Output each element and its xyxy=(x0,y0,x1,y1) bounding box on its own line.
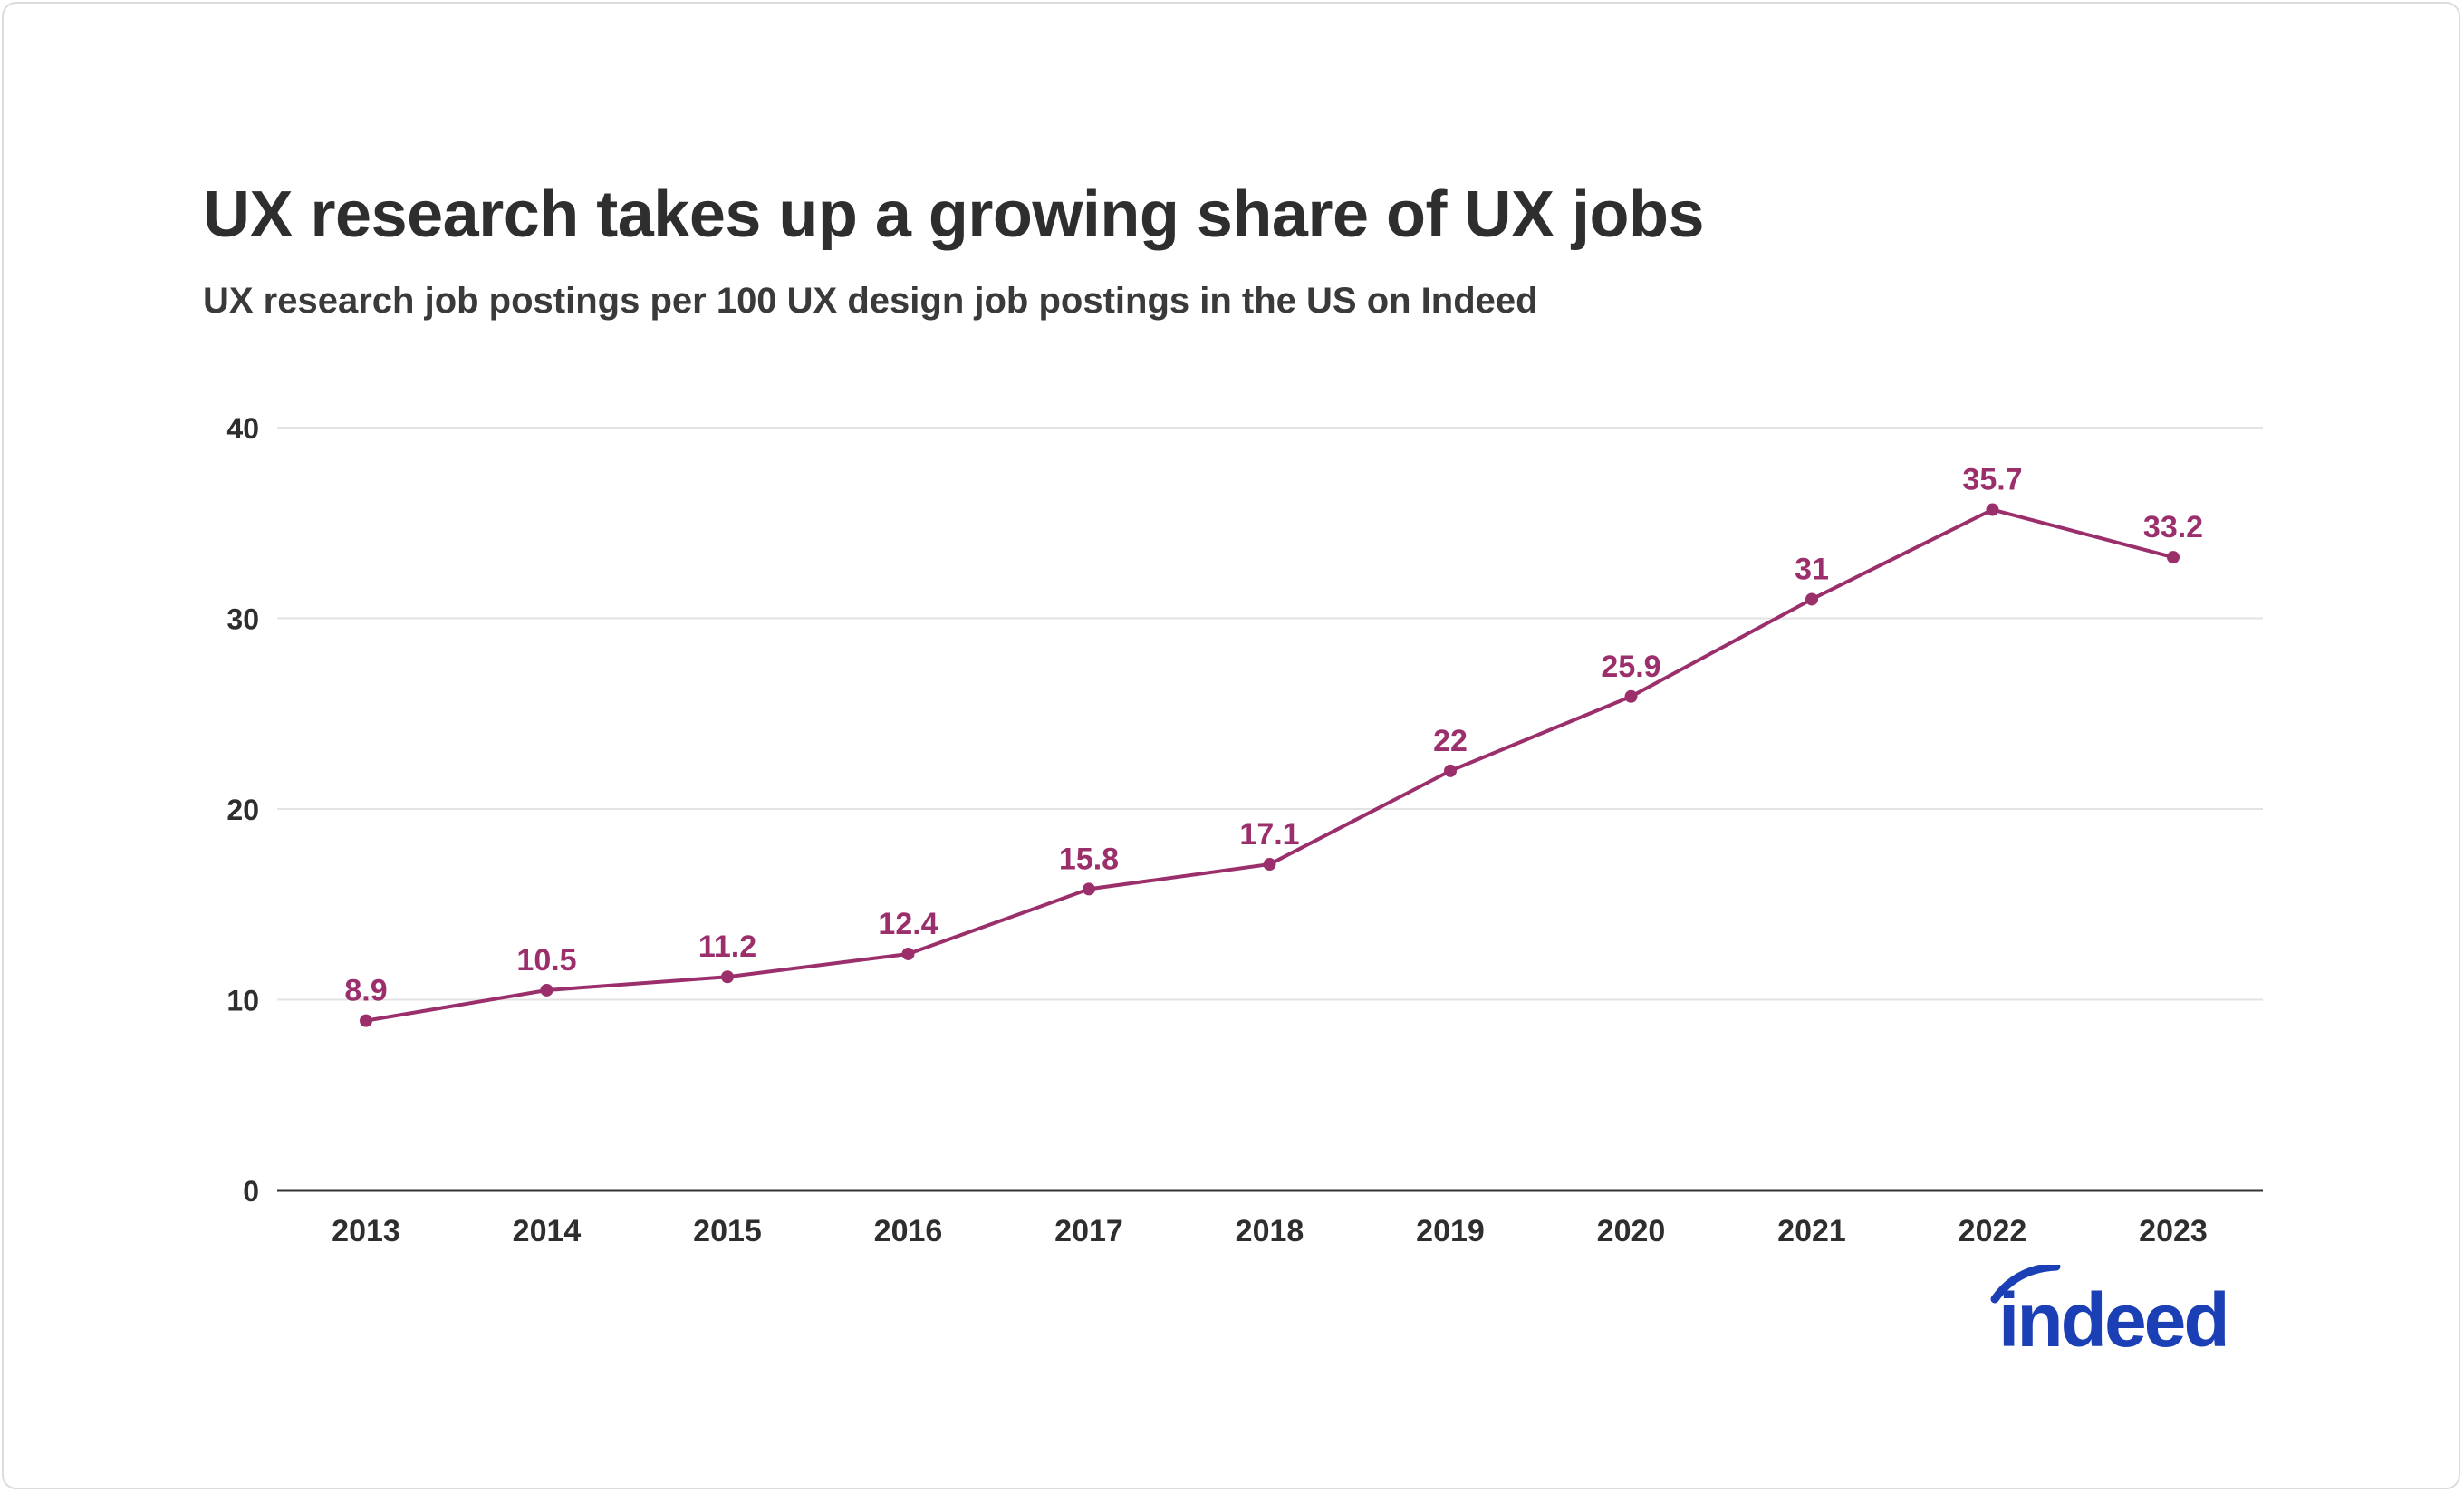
data-label: 35.7 xyxy=(1962,463,2022,497)
data-labels: 8.9 10.5 11.2 12.4 15.8 17.1 22 25.9 31 35.7 33.2 xyxy=(344,463,2203,1008)
data-label: 15.8 xyxy=(1059,842,1119,876)
x-axis-ticks: 2013 2014 2015 2016 2017 2018 2019 2020 2021 2022… xyxy=(332,1214,2208,1248)
data-label: 31 xyxy=(1795,552,1829,586)
data-label: 25.9 xyxy=(1601,650,1660,684)
data-label: 33.2 xyxy=(2143,510,2203,544)
y-tick-label: 20 xyxy=(226,794,259,826)
x-tick-label: 2020 xyxy=(1597,1214,1666,1248)
chart-subtitle: UX research job postings per 100 UX desi… xyxy=(203,281,1538,321)
data-point xyxy=(540,983,553,997)
data-point xyxy=(901,947,915,960)
y-tick-label: 10 xyxy=(226,985,259,1017)
data-label: 17.1 xyxy=(1239,817,1299,852)
data-label: 12.4 xyxy=(878,907,938,941)
x-tick-label: 2014 xyxy=(513,1214,582,1248)
data-point xyxy=(1444,764,1457,777)
y-axis-ticks: 0 10 20 30 40 xyxy=(226,412,259,1208)
x-tick-label: 2022 xyxy=(1959,1214,2027,1248)
x-tick-label: 2017 xyxy=(1054,1214,1123,1248)
data-label: 8.9 xyxy=(344,974,387,1008)
data-label: 22 xyxy=(1433,724,1468,758)
x-tick-label: 2018 xyxy=(1236,1214,1304,1248)
series-line-group xyxy=(360,503,2180,1027)
logo-arc-icon xyxy=(1990,1265,2061,1304)
data-point xyxy=(1805,592,1818,606)
indeed-logo: indeed xyxy=(1990,1265,2230,1359)
data-point xyxy=(1083,882,1095,896)
series-line xyxy=(365,507,2174,1023)
data-label: 10.5 xyxy=(516,943,576,978)
y-tick-label: 40 xyxy=(226,412,259,445)
y-tick-label: 30 xyxy=(226,603,259,636)
y-tick-label: 0 xyxy=(243,1175,259,1208)
x-tick-label: 2016 xyxy=(874,1214,943,1248)
x-tick-label: 2021 xyxy=(1777,1214,1846,1248)
x-tick-label: 2013 xyxy=(332,1214,400,1248)
data-label: 11.2 xyxy=(698,930,756,964)
logo-wordmark: indeed xyxy=(1998,1277,2228,1359)
data-point xyxy=(1624,689,1638,703)
data-point xyxy=(1263,858,1276,872)
chart-title: UX research takes up a growing share of … xyxy=(203,178,1705,251)
data-point xyxy=(2167,551,2180,564)
gridlines xyxy=(277,427,2263,1192)
x-tick-label: 2015 xyxy=(693,1214,762,1248)
data-point xyxy=(360,1014,372,1027)
data-point xyxy=(1986,503,1999,516)
x-tick-label: 2019 xyxy=(1416,1214,1485,1248)
data-point xyxy=(721,970,734,984)
x-tick-label: 2023 xyxy=(2139,1214,2208,1248)
